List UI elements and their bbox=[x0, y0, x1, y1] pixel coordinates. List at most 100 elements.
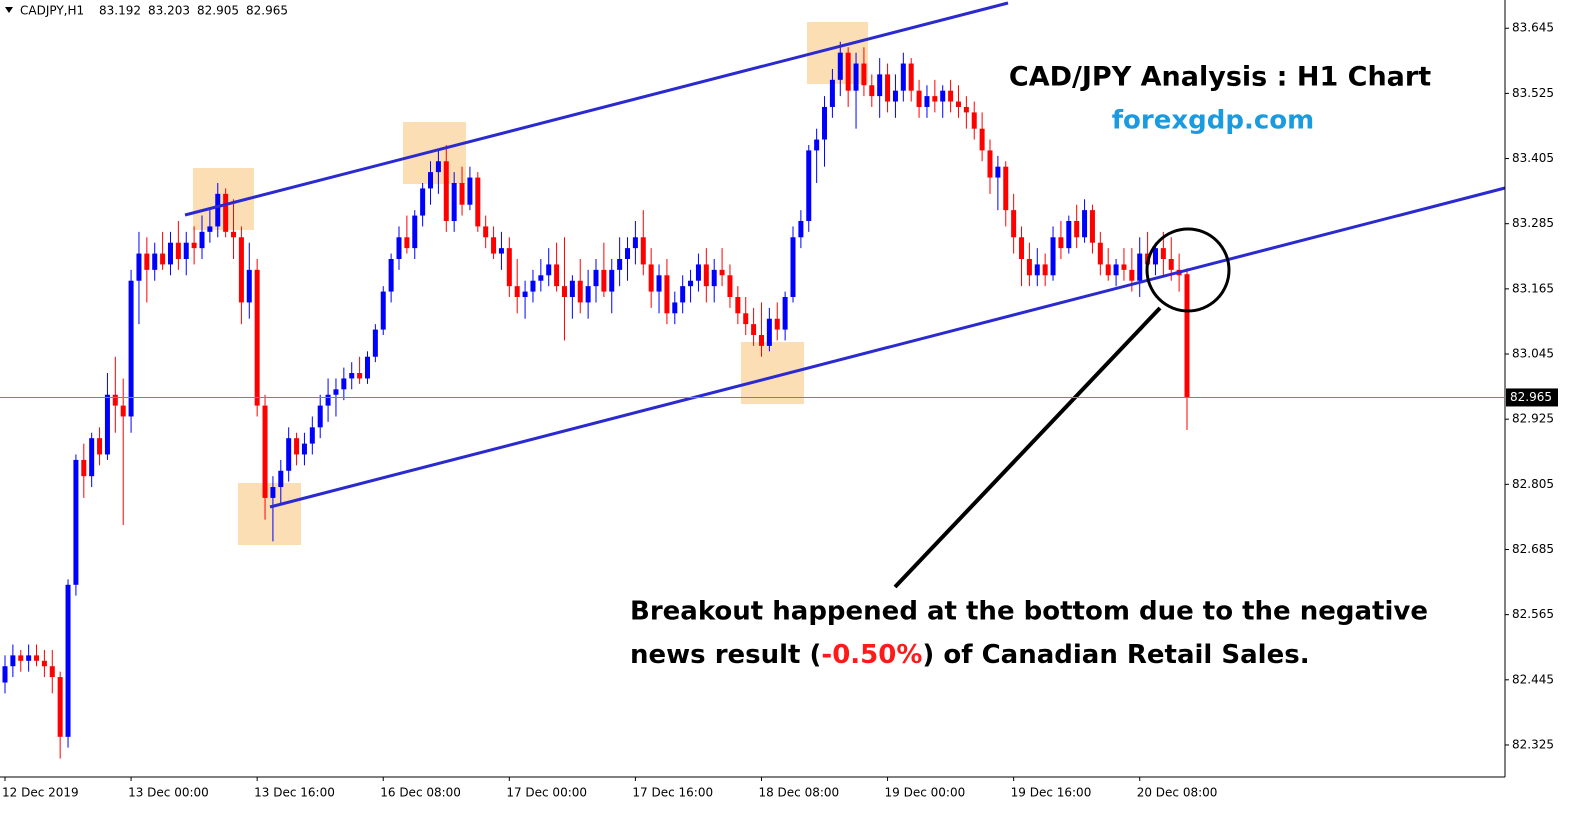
candle-body bbox=[908, 63, 914, 91]
candle-body bbox=[34, 655, 40, 661]
price-label: 82.965 bbox=[1510, 390, 1552, 404]
candle-body bbox=[1026, 259, 1032, 276]
candle-body bbox=[396, 237, 402, 259]
ohlc-high: 83.203 bbox=[148, 4, 190, 18]
candle-body bbox=[270, 487, 276, 498]
y-tick-label: 82.565 bbox=[1512, 607, 1554, 621]
candle-body bbox=[65, 584, 71, 737]
candle-body bbox=[223, 193, 229, 232]
candle-body bbox=[822, 106, 828, 140]
x-tick-label: 13 Dec 00:00 bbox=[128, 786, 209, 800]
annotation-part: ) of Canadian Retail Sales. bbox=[922, 640, 1309, 670]
chart-title: CAD/JPY Analysis : H1 Chart bbox=[1009, 62, 1431, 93]
y-tick-label: 82.925 bbox=[1512, 412, 1554, 426]
x-tick-label: 13 Dec 16:00 bbox=[254, 786, 335, 800]
candle-body bbox=[940, 90, 946, 102]
candle-body bbox=[829, 79, 835, 107]
candle-body bbox=[1160, 248, 1166, 259]
candle-body bbox=[199, 231, 205, 249]
candle-body bbox=[656, 275, 662, 292]
candle-body bbox=[18, 655, 24, 661]
candle-body bbox=[601, 269, 607, 292]
candle-body bbox=[1121, 264, 1127, 270]
candle-body bbox=[191, 242, 197, 249]
ohlc-close: 82.965 bbox=[246, 4, 288, 18]
candle-body bbox=[782, 297, 788, 330]
candle-body bbox=[1011, 210, 1017, 238]
candle-body bbox=[979, 128, 985, 151]
candle-body bbox=[364, 356, 370, 379]
candle-body bbox=[963, 106, 969, 113]
candle-body bbox=[160, 253, 166, 265]
x-tick-label: 12 Dec 2019 bbox=[2, 786, 79, 800]
candle-body bbox=[238, 237, 244, 303]
candle-body bbox=[89, 438, 95, 477]
candle-body bbox=[1019, 237, 1025, 259]
y-tick-label: 83.165 bbox=[1512, 281, 1554, 295]
candle-body bbox=[104, 394, 110, 455]
candle-body bbox=[380, 291, 386, 330]
candle-body bbox=[459, 182, 465, 205]
candle-body bbox=[853, 63, 859, 91]
candle-body bbox=[648, 264, 654, 292]
candle-body bbox=[987, 150, 993, 178]
highlight-box bbox=[403, 122, 466, 184]
candle-body bbox=[120, 405, 126, 417]
candle-body bbox=[924, 96, 930, 107]
candle-body bbox=[254, 269, 260, 406]
candle-body bbox=[435, 161, 441, 173]
y-tick-label: 82.805 bbox=[1512, 477, 1554, 491]
price-label-box bbox=[1506, 388, 1558, 407]
candle-body bbox=[443, 161, 449, 221]
candle-body bbox=[372, 329, 378, 357]
candle-body bbox=[688, 280, 694, 287]
x-tick-label: 19 Dec 16:00 bbox=[1011, 786, 1092, 800]
candle-body bbox=[286, 438, 292, 471]
candle-body bbox=[483, 226, 489, 238]
candle-body bbox=[845, 52, 851, 91]
candle-body bbox=[1050, 237, 1056, 276]
candle-body bbox=[617, 259, 623, 270]
candle-body bbox=[971, 112, 977, 129]
candle-body bbox=[766, 318, 772, 346]
annotation-highlight: -0.50% bbox=[821, 640, 922, 670]
candle-body bbox=[349, 373, 355, 379]
candle-body bbox=[144, 253, 150, 270]
candle-body bbox=[625, 248, 631, 259]
candle-body bbox=[546, 264, 552, 276]
candle-body bbox=[81, 459, 87, 477]
ohlc-low: 82.905 bbox=[197, 4, 239, 18]
candle-body bbox=[632, 237, 638, 249]
candle-body bbox=[41, 660, 47, 667]
candle-body bbox=[877, 74, 883, 97]
highlights bbox=[193, 22, 868, 545]
y-tick-label: 83.645 bbox=[1512, 21, 1554, 35]
candle-body bbox=[798, 220, 804, 238]
candle-body bbox=[309, 427, 315, 444]
candle-body bbox=[900, 63, 906, 91]
candle-body bbox=[837, 52, 843, 80]
candle-body bbox=[246, 269, 252, 303]
candle-body bbox=[73, 459, 79, 585]
candle-body bbox=[758, 335, 764, 346]
candle-body bbox=[1082, 210, 1088, 238]
candle-body bbox=[167, 242, 173, 265]
candle-body bbox=[1105, 264, 1111, 276]
candle-body bbox=[467, 177, 473, 205]
candle-body bbox=[49, 666, 55, 678]
candle-body bbox=[664, 275, 670, 314]
candle-body bbox=[128, 280, 134, 417]
breakout-circle bbox=[1145, 227, 1231, 313]
y-tick-label: 83.045 bbox=[1512, 347, 1554, 361]
highlight-box bbox=[238, 483, 301, 545]
candle-body bbox=[995, 166, 1001, 178]
candle-body bbox=[530, 280, 536, 292]
x-tick-label: 17 Dec 00:00 bbox=[506, 786, 587, 800]
candle-body bbox=[672, 302, 678, 314]
candle-body bbox=[301, 443, 307, 455]
x-tick-label: 20 Dec 08:00 bbox=[1137, 786, 1218, 800]
candle-body bbox=[1152, 248, 1158, 265]
candle-body bbox=[317, 405, 323, 428]
